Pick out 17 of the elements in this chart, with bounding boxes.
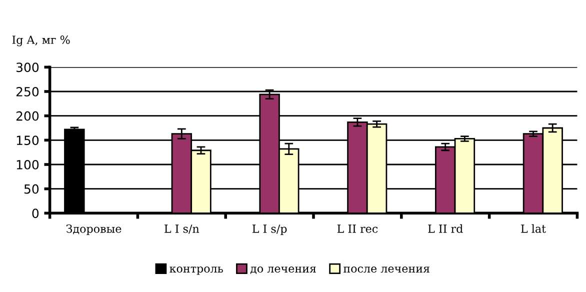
y-tick-label: 200 — [16, 111, 39, 121]
legend-label: после лечения — [344, 266, 430, 273]
y-tick-label: 250 — [16, 86, 39, 96]
y-tick-label: 150 — [16, 136, 39, 146]
legend-label: контроль — [170, 266, 223, 275]
legend-label: до лечения — [250, 266, 316, 274]
x-tick-label: L I s/n — [164, 224, 200, 234]
y-tick-label: 0 — [32, 208, 39, 218]
x-tick-label: L II rec — [337, 224, 378, 233]
x-tick-label: L lat — [521, 224, 546, 233]
y-axis-title: Ig A, мг % — [12, 36, 70, 46]
x-tick-label: L II rd — [428, 224, 463, 233]
y-tick-label: 50 — [24, 184, 39, 194]
x-tick-label: Здоровые — [66, 224, 122, 236]
y-tick-label: 300 — [16, 62, 39, 72]
y-tick-label: 100 — [16, 160, 39, 170]
x-tick-label: L I s/p — [252, 224, 287, 236]
